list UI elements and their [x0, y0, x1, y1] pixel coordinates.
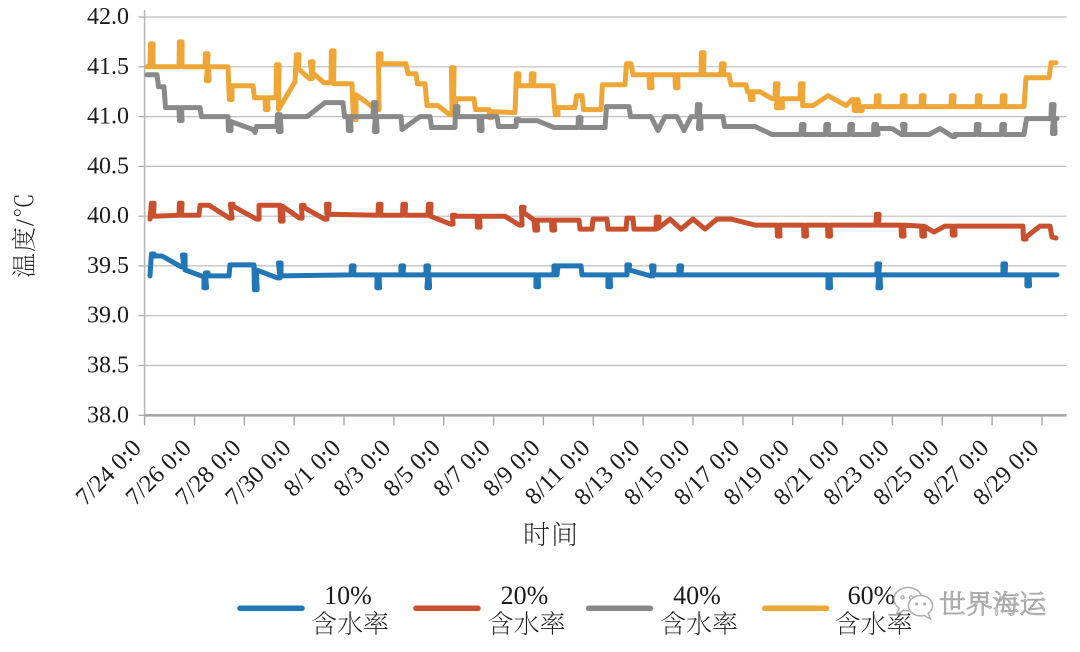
svg-text:39.5: 39.5: [87, 253, 129, 279]
svg-text:38.5: 38.5: [87, 353, 129, 379]
svg-text:40%: 40%: [673, 581, 721, 610]
svg-text:/: /: [12, 219, 39, 226]
svg-text:42.0: 42.0: [87, 4, 129, 30]
svg-text:10%: 10%: [324, 581, 372, 610]
svg-text:40.0: 40.0: [87, 203, 129, 229]
svg-text:60%: 60%: [848, 581, 896, 610]
svg-text:40.5: 40.5: [87, 153, 129, 179]
svg-text:38.0: 38.0: [87, 402, 129, 428]
svg-text:41.5: 41.5: [87, 54, 129, 80]
svg-text:41.0: 41.0: [87, 104, 129, 130]
svg-text:39.0: 39.0: [87, 303, 129, 329]
svg-text:20%: 20%: [501, 581, 549, 610]
